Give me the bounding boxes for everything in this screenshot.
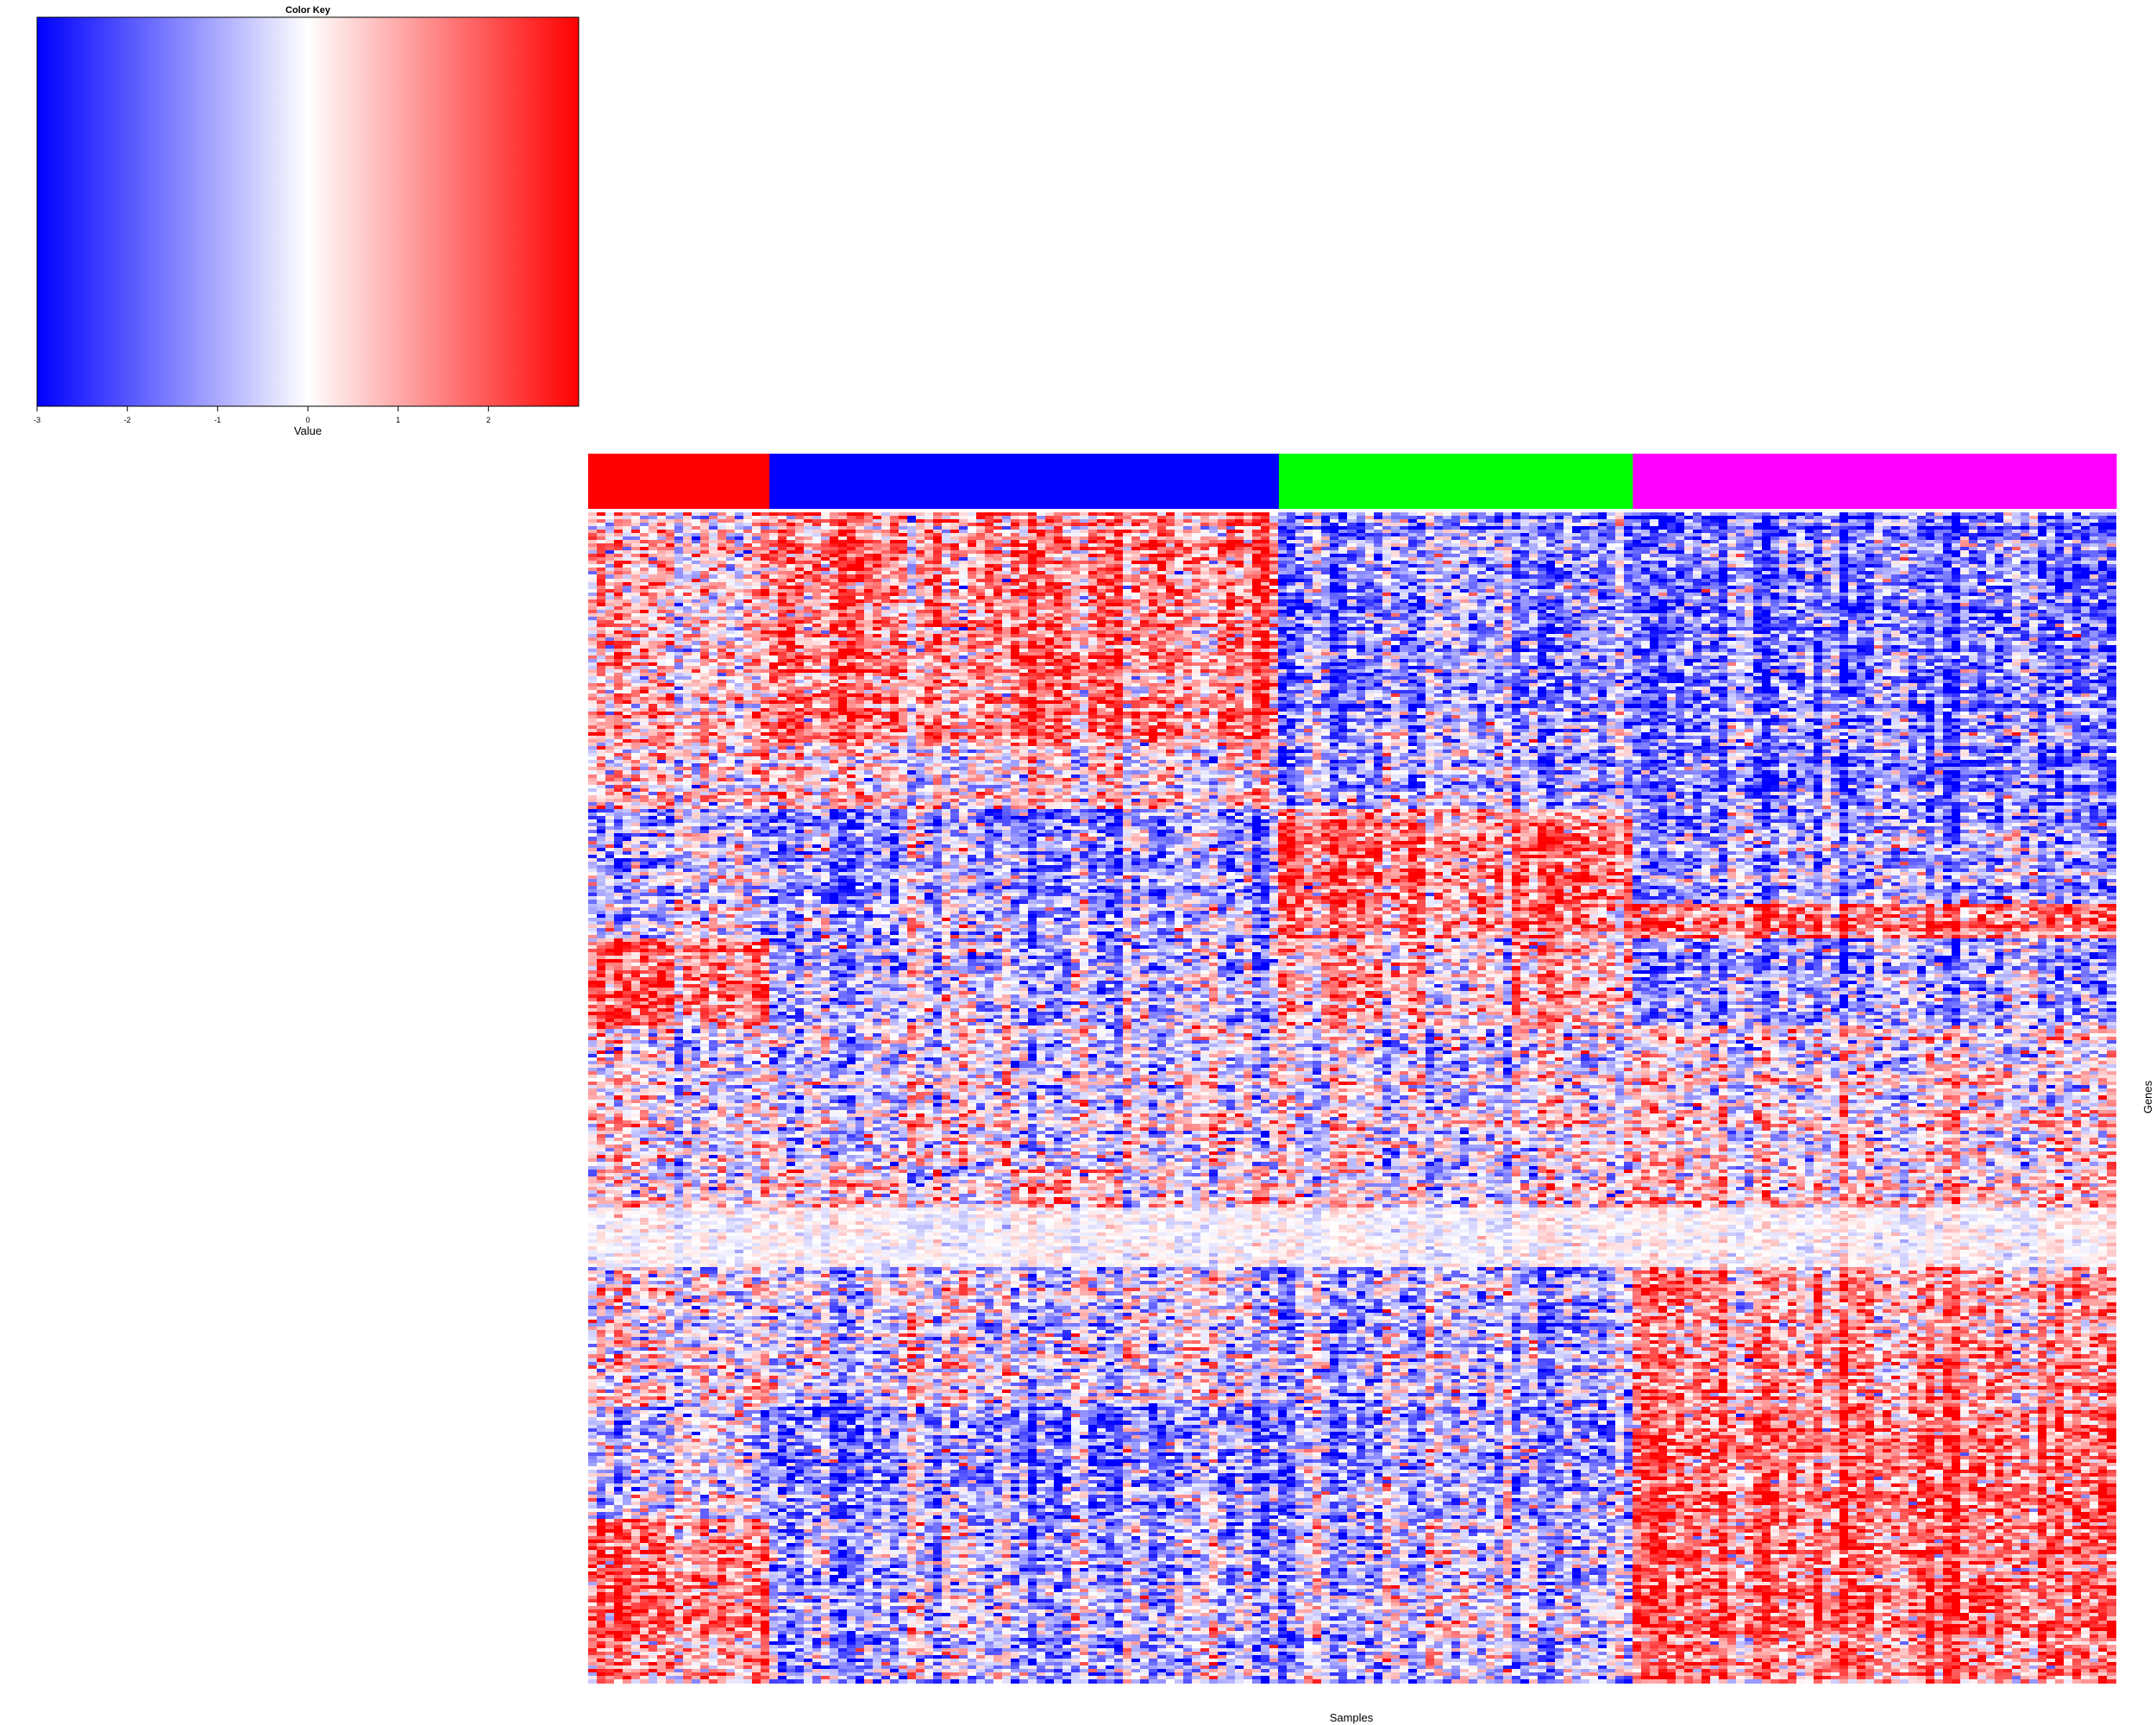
color-key-tick-label: 1 [396,416,400,424]
color-key-title: Color Key [285,5,331,16]
color-key-tick-label: -3 [34,416,41,424]
sample-group-bar-3 [1278,454,1633,509]
y-axis-label: Genes [2141,1080,2154,1113]
color-key-tick-label: 0 [305,416,310,424]
color-key-tick-label: -2 [124,416,131,424]
color-key: Color Key -3 -2 -1 0 1 2 Value [34,5,580,437]
sample-group-bar-1 [588,454,770,509]
sample-group-bar-2 [769,454,1280,509]
color-key-tick-label: 2 [486,416,491,424]
color-key-value-label: Value [294,424,322,437]
heatmap-grid-container [588,512,2116,1684]
heatmap-grid [588,512,2116,1684]
sample-group-colorbar [588,454,2117,509]
sample-group-bar-4 [1633,454,2117,509]
color-key-gradient [37,17,579,406]
color-key-tick-label: -1 [214,416,221,424]
color-key-ticks: -3 -2 -1 0 1 2 [34,406,491,424]
x-axis-label: Samples [1330,1711,1374,1724]
